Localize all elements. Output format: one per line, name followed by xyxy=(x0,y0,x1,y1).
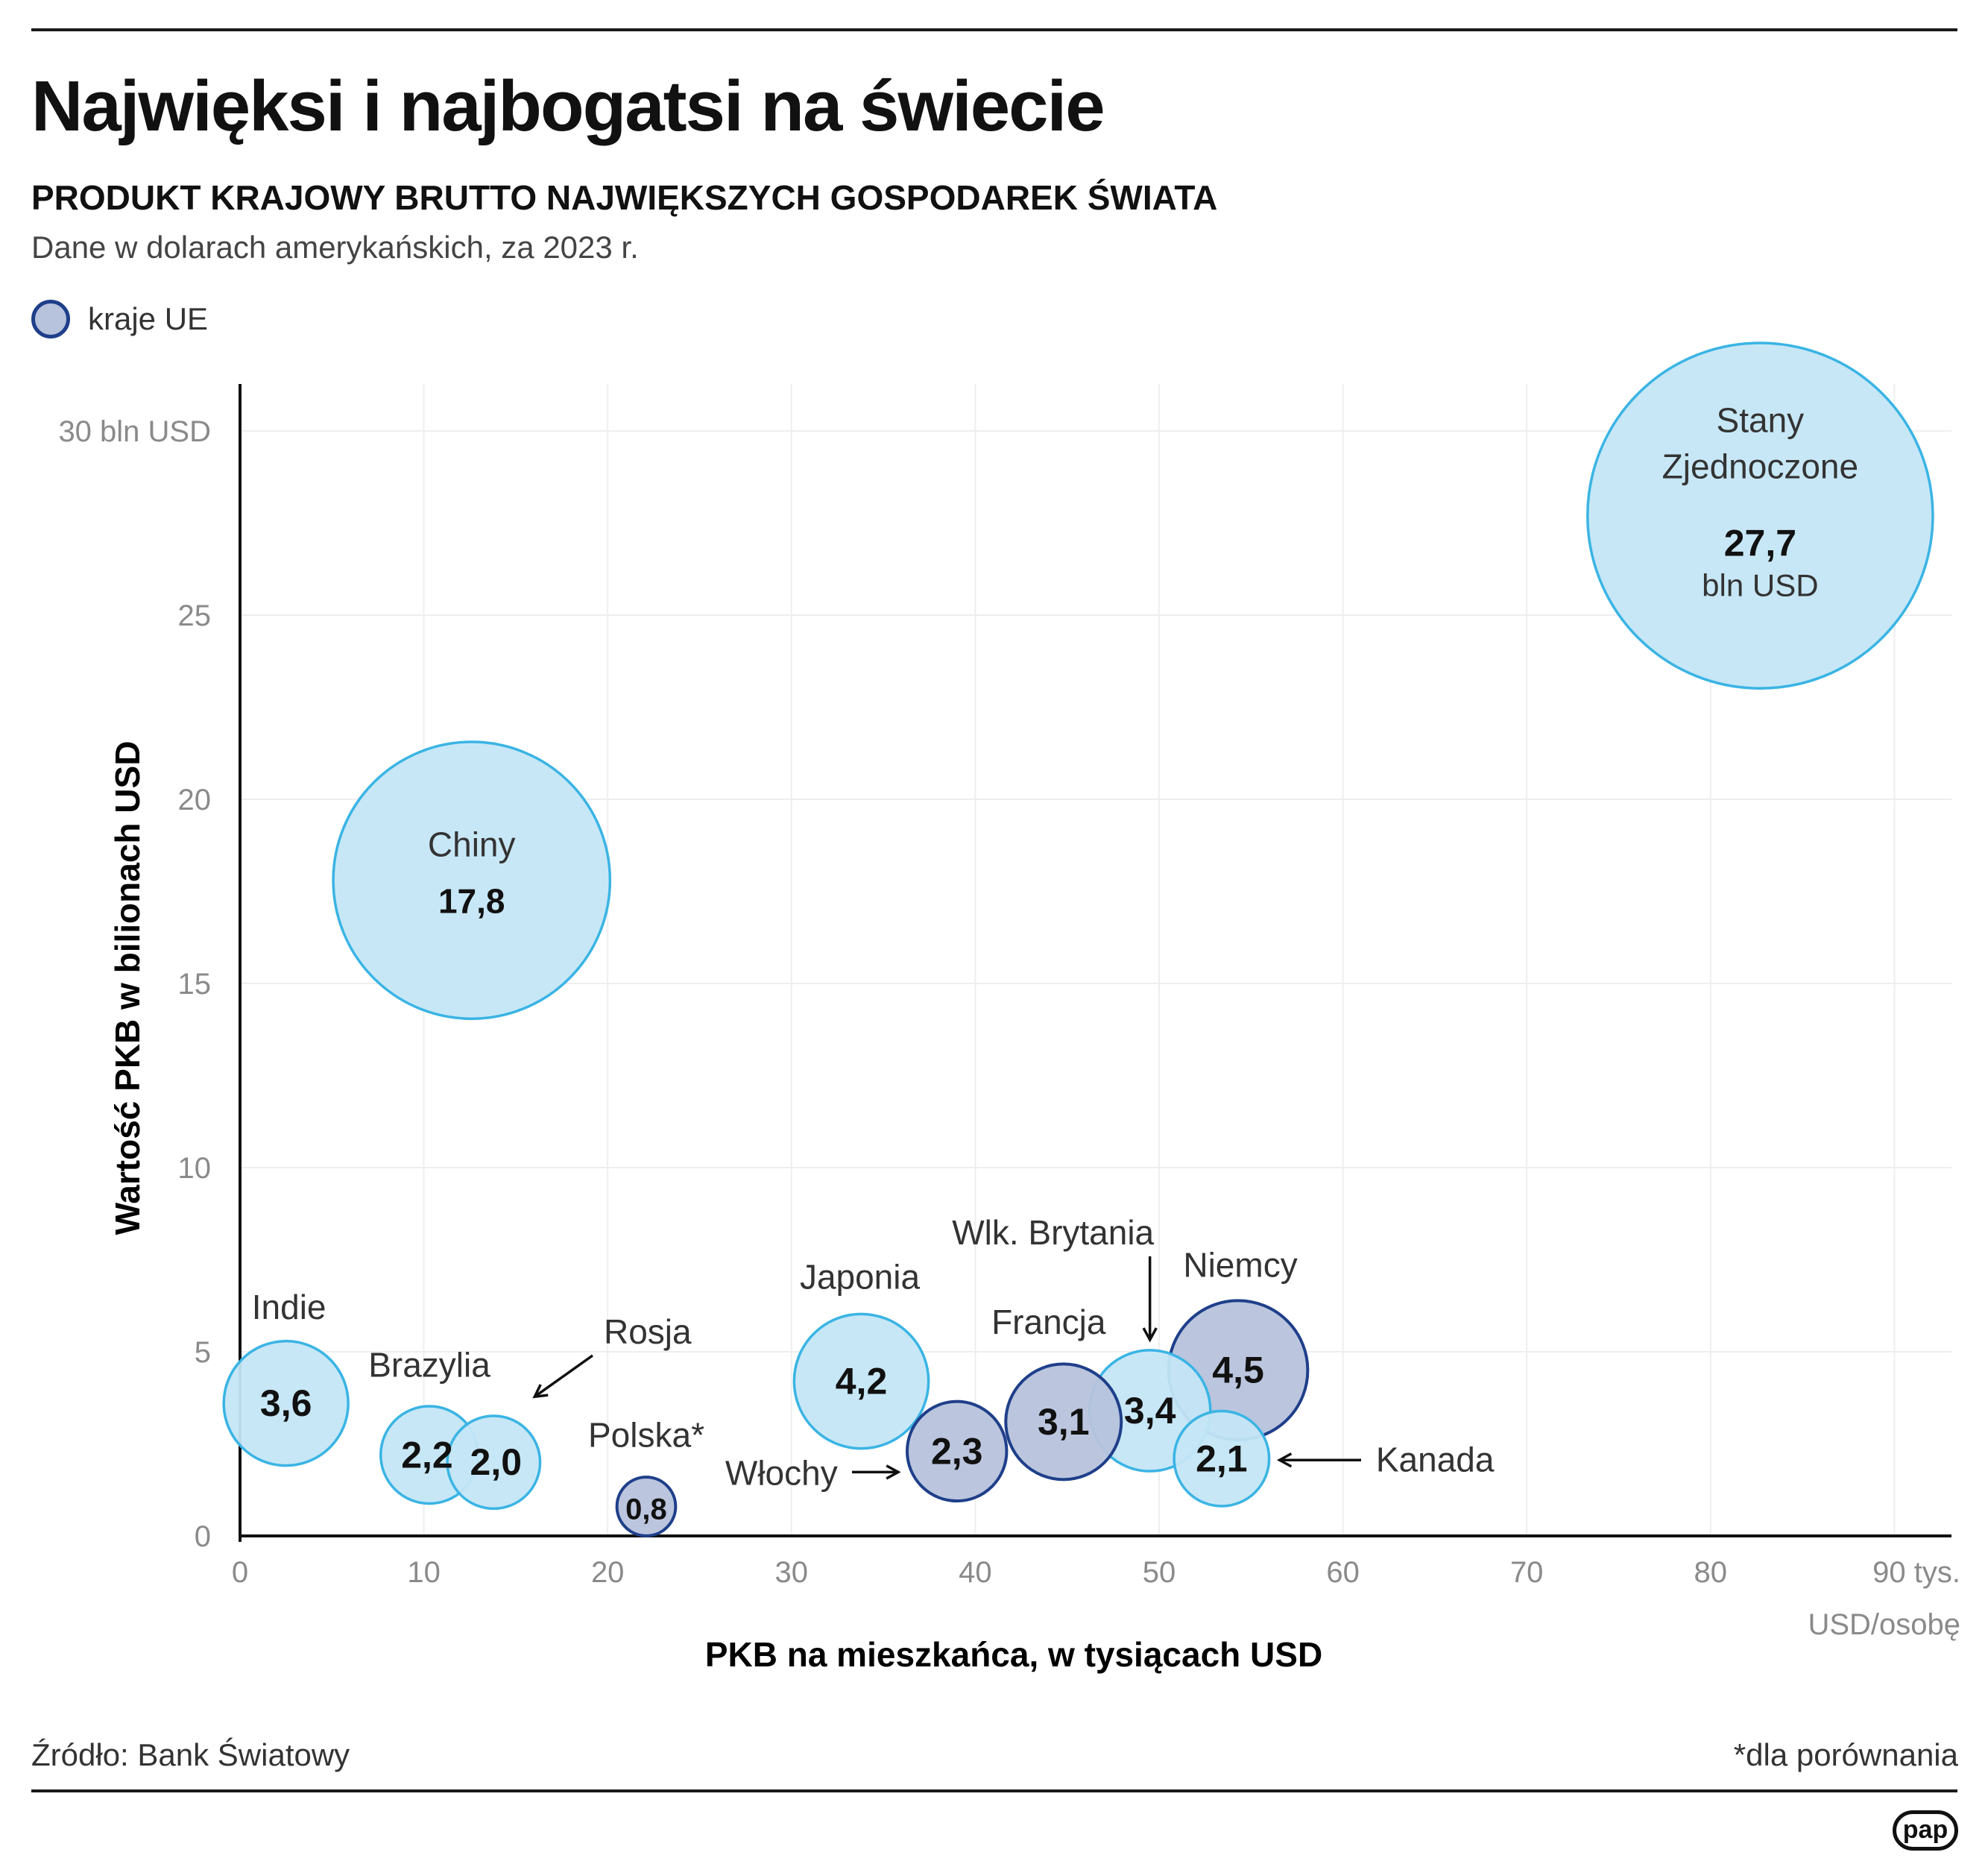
x-tick-label: 90 tys. xyxy=(1872,1556,1960,1589)
x-axis-unit: USD/osobę xyxy=(1808,1608,1960,1641)
y-tick-label: 20 xyxy=(178,784,212,816)
bubble xyxy=(615,1476,678,1537)
bubble-name-label: Indie xyxy=(252,1288,326,1326)
y-axis-label: Wartość PKB w bilionach USD xyxy=(108,741,147,1235)
arrow-rosja-head xyxy=(532,1384,549,1399)
tick-labels: 0 10 20 30 40 50 60 70 80 90 tys. 0 5 10 15 20 25 30 bln… xyxy=(58,415,1960,1589)
y-tick-label: 25 xyxy=(178,599,212,632)
bubble-value-label: 0,8 xyxy=(625,1493,667,1525)
bubble-value-label: 2,2 xyxy=(401,1434,453,1476)
bubble-value-label: 3,6 xyxy=(260,1382,312,1424)
x-axis-label: PKB na mieszkańca, w tysiącach USD xyxy=(705,1635,1322,1674)
annotation-arrows xyxy=(532,1256,1361,1480)
x-tick-label: 60 xyxy=(1326,1556,1360,1589)
bubble xyxy=(446,1414,542,1511)
bubble-name-label: Japonia xyxy=(800,1258,921,1297)
bubble-name-label: Kanada xyxy=(1376,1440,1495,1479)
bubble xyxy=(792,1312,930,1450)
bubble xyxy=(222,1339,350,1467)
footnote: *dla porównania xyxy=(1733,1737,1958,1772)
x-tick-label: 0 xyxy=(232,1556,248,1589)
top-rule xyxy=(31,28,1957,31)
arrow-wlk-brytania-head xyxy=(1142,1327,1158,1343)
source-note: Źródło: Bank Światowy xyxy=(31,1737,350,1772)
x-tick-label: 70 xyxy=(1510,1556,1544,1589)
x-tick-label: 20 xyxy=(591,1556,625,1589)
bubble xyxy=(332,740,612,1021)
y-tick-label: 10 xyxy=(178,1152,212,1185)
bubble-name-label: Niemcy xyxy=(1183,1246,1297,1285)
bubble-chart: 0 10 20 30 40 50 60 70 80 90 tys. 0 5 10 15 20 25 30 bln… xyxy=(58,341,1960,1674)
bubble xyxy=(1004,1362,1123,1482)
bubble-value-label: 3,1 xyxy=(1038,1401,1090,1443)
bubble-value-label: 4,5 xyxy=(1212,1350,1264,1391)
x-tick-label: 40 xyxy=(959,1556,992,1589)
bubble-name-label: Brazylia xyxy=(368,1345,490,1384)
bubble xyxy=(1586,341,1934,690)
x-tick-label: 30 xyxy=(775,1556,809,1589)
bubble-unit-label: bln USD xyxy=(1702,568,1818,603)
x-tick-label: 50 xyxy=(1143,1556,1176,1589)
bubble-value-label: 2,1 xyxy=(1196,1438,1248,1479)
bubble-value-label: 27,7 xyxy=(1724,523,1796,564)
bubble-name-label: Francja xyxy=(991,1303,1106,1341)
bubble-value-label: 17,8 xyxy=(438,882,505,921)
y-tick-label: 0 xyxy=(195,1520,211,1553)
bubble xyxy=(906,1399,1009,1503)
bubbles xyxy=(222,341,1934,1537)
bubble-labels: Stany Zjednoczone 27,7 bln USD 17,8 Chiny 3,6 I… xyxy=(252,401,1858,1526)
arrow-rosja xyxy=(534,1354,594,1398)
bubble-name-label: Stany xyxy=(1717,401,1805,440)
axes xyxy=(239,384,1951,1542)
bubble-value-label: 4,2 xyxy=(836,1361,888,1402)
pap-logo: pap xyxy=(1893,1810,1958,1851)
bubble-name-label: Chiny xyxy=(428,825,516,864)
bubble-value-label: 2,0 xyxy=(470,1441,523,1483)
page-title: Najwięksi i najbogatsi na świecie xyxy=(31,66,1105,146)
bottom-rule xyxy=(31,1789,1957,1792)
data-note: Dane w dolarach amerykańskich, za 2023 r… xyxy=(31,230,639,265)
y-tick-label: 5 xyxy=(195,1336,211,1369)
bubble-name-label: Włochy xyxy=(725,1453,838,1492)
y-tick-label: 30 bln USD xyxy=(58,415,211,448)
chart-subtitle: PRODUKT KRAJOWY BRUTTO NAJWIĘKSZYCH GOSP… xyxy=(31,178,1218,217)
legend-eu-label: kraje UE xyxy=(88,301,209,336)
bubble-name-label: Zjednoczone xyxy=(1662,447,1858,486)
bubble-name-label: Polska* xyxy=(588,1415,704,1454)
bubble xyxy=(1173,1409,1271,1508)
y-tick-label: 15 xyxy=(178,968,212,1001)
arrow-wlochy-head xyxy=(886,1464,901,1480)
bubble-value-label: 2,3 xyxy=(931,1430,983,1472)
bubble-name-label: Rosja xyxy=(604,1312,692,1351)
legend: kraje UE xyxy=(31,297,208,341)
x-tick-label: 10 xyxy=(407,1556,441,1589)
x-tick-label: 80 xyxy=(1694,1556,1728,1589)
arrow-kanada-head xyxy=(1276,1452,1293,1468)
bubble-value-label: 3,4 xyxy=(1124,1390,1176,1432)
legend-eu-swatch xyxy=(31,300,70,339)
bubble-name-label: Wlk. Brytania xyxy=(952,1213,1154,1252)
